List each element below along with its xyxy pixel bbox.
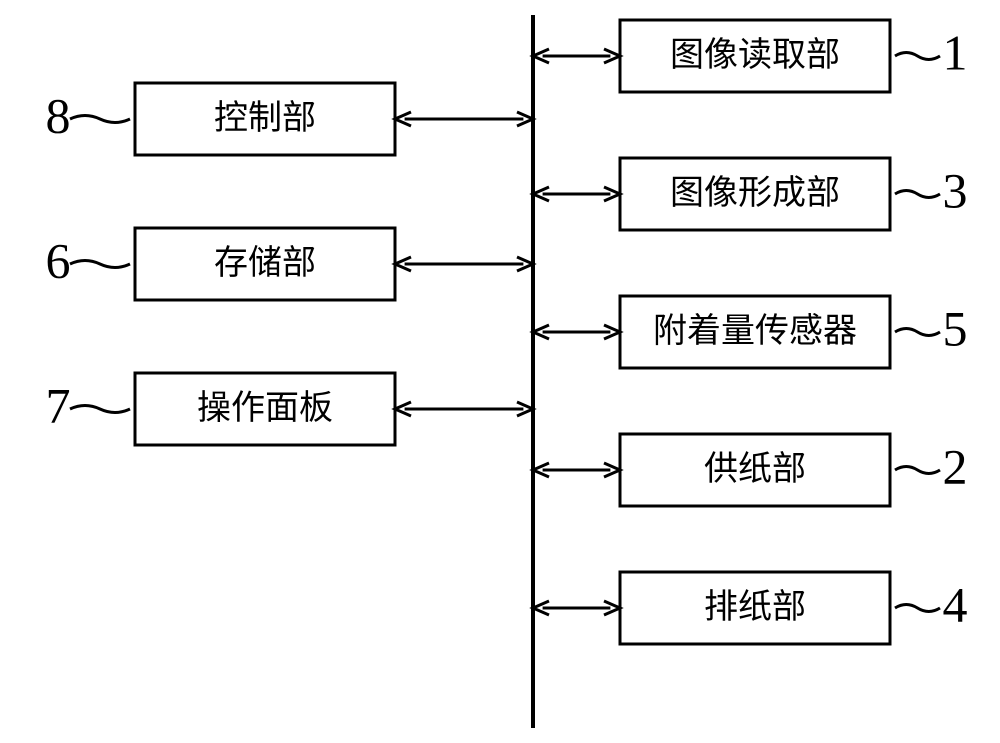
block-label-reader: 图像读取部 [670, 36, 840, 74]
connector [533, 49, 620, 63]
block-number-control: 8 [46, 87, 71, 143]
leader-line [70, 261, 130, 268]
block-label-forming: 图像形成部 [670, 174, 840, 212]
leader-line [895, 605, 940, 612]
leader-line [895, 191, 940, 198]
connector [533, 187, 620, 201]
leader-line [70, 116, 130, 123]
leader-line [895, 329, 940, 336]
block-number-feed: 2 [943, 438, 968, 494]
block-label-storage: 存储部 [214, 244, 316, 282]
connector [395, 112, 533, 126]
block-label-panel: 操作面板 [197, 389, 333, 427]
block-label-feed: 供纸部 [704, 450, 806, 488]
block-number-reader: 1 [943, 24, 968, 80]
block-number-forming: 3 [943, 162, 968, 218]
leader-line [895, 53, 940, 60]
block-label-sensor: 附着量传感器 [653, 312, 857, 350]
block-number-eject: 4 [943, 576, 968, 632]
block-number-sensor: 5 [943, 300, 968, 356]
block-number-storage: 6 [46, 232, 71, 288]
block-diagram: 控制部 8 存储部 6 操作面板 7 图像读取部 1 图像形成部 3 附着量传感器 5 供纸部 2 排纸部 4 [0, 0, 1000, 743]
leader-line [895, 467, 940, 474]
connector [533, 325, 620, 339]
connector [533, 463, 620, 477]
block-number-panel: 7 [46, 377, 71, 433]
connector [533, 601, 620, 615]
connector [395, 257, 533, 271]
connector [395, 402, 533, 416]
leader-line [70, 406, 130, 413]
block-label-control: 控制部 [214, 99, 316, 137]
block-label-eject: 排纸部 [704, 588, 806, 626]
